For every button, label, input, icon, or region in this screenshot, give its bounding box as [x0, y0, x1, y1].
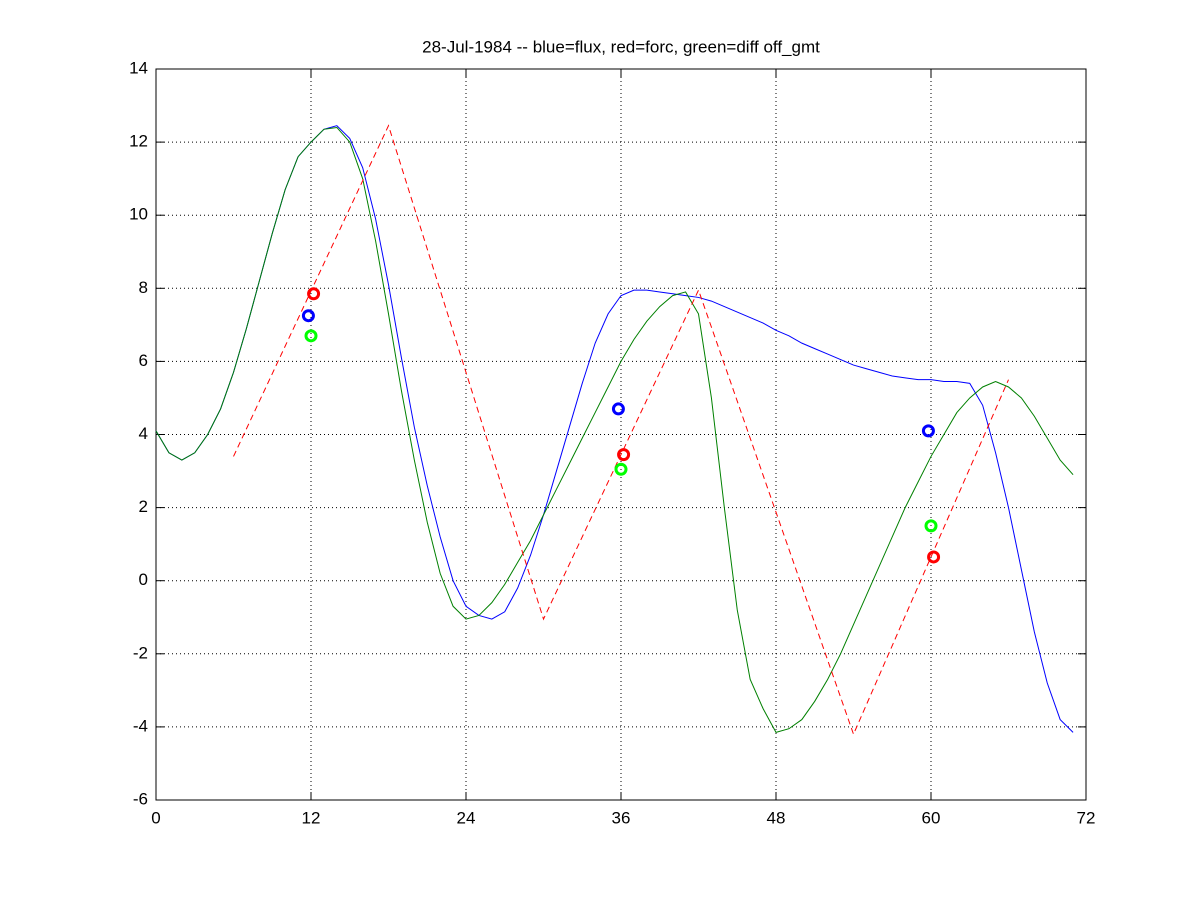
x-tick-label: 48	[767, 808, 786, 827]
y-tick-label: -6	[133, 789, 148, 808]
series-line	[155, 126, 1074, 733]
x-tick-label: 72	[1077, 808, 1096, 827]
y-tick-label: 6	[139, 351, 148, 370]
chart-title: 28-Jul-1984 -- blue=flux, red=forc, gree…	[422, 37, 820, 56]
x-tick-label: 60	[922, 808, 941, 827]
y-tick-label: -4	[133, 716, 148, 735]
y-tick-label: 2	[139, 497, 148, 516]
marker	[611, 402, 625, 416]
marker	[921, 424, 935, 438]
y-tick-label: 4	[139, 424, 148, 443]
marker	[304, 329, 318, 343]
y-tick-label: 12	[129, 132, 148, 151]
y-tick-label: -2	[133, 643, 148, 662]
y-tick-label: 0	[139, 570, 148, 589]
marker	[927, 550, 941, 564]
x-tick-label: 24	[457, 808, 476, 827]
marker	[924, 519, 938, 533]
y-tick-label: 14	[129, 58, 148, 77]
marker	[307, 287, 321, 301]
x-tick-label: 36	[612, 808, 631, 827]
marker	[617, 448, 631, 462]
marker	[614, 462, 628, 476]
marker	[301, 309, 315, 323]
y-tick-label: 8	[139, 278, 148, 297]
series-line	[233, 124, 1009, 736]
x-tick-label: 12	[302, 808, 321, 827]
x-tick-label: 0	[151, 808, 160, 827]
y-tick-label: 10	[129, 205, 148, 224]
plot-frame	[155, 68, 1087, 801]
